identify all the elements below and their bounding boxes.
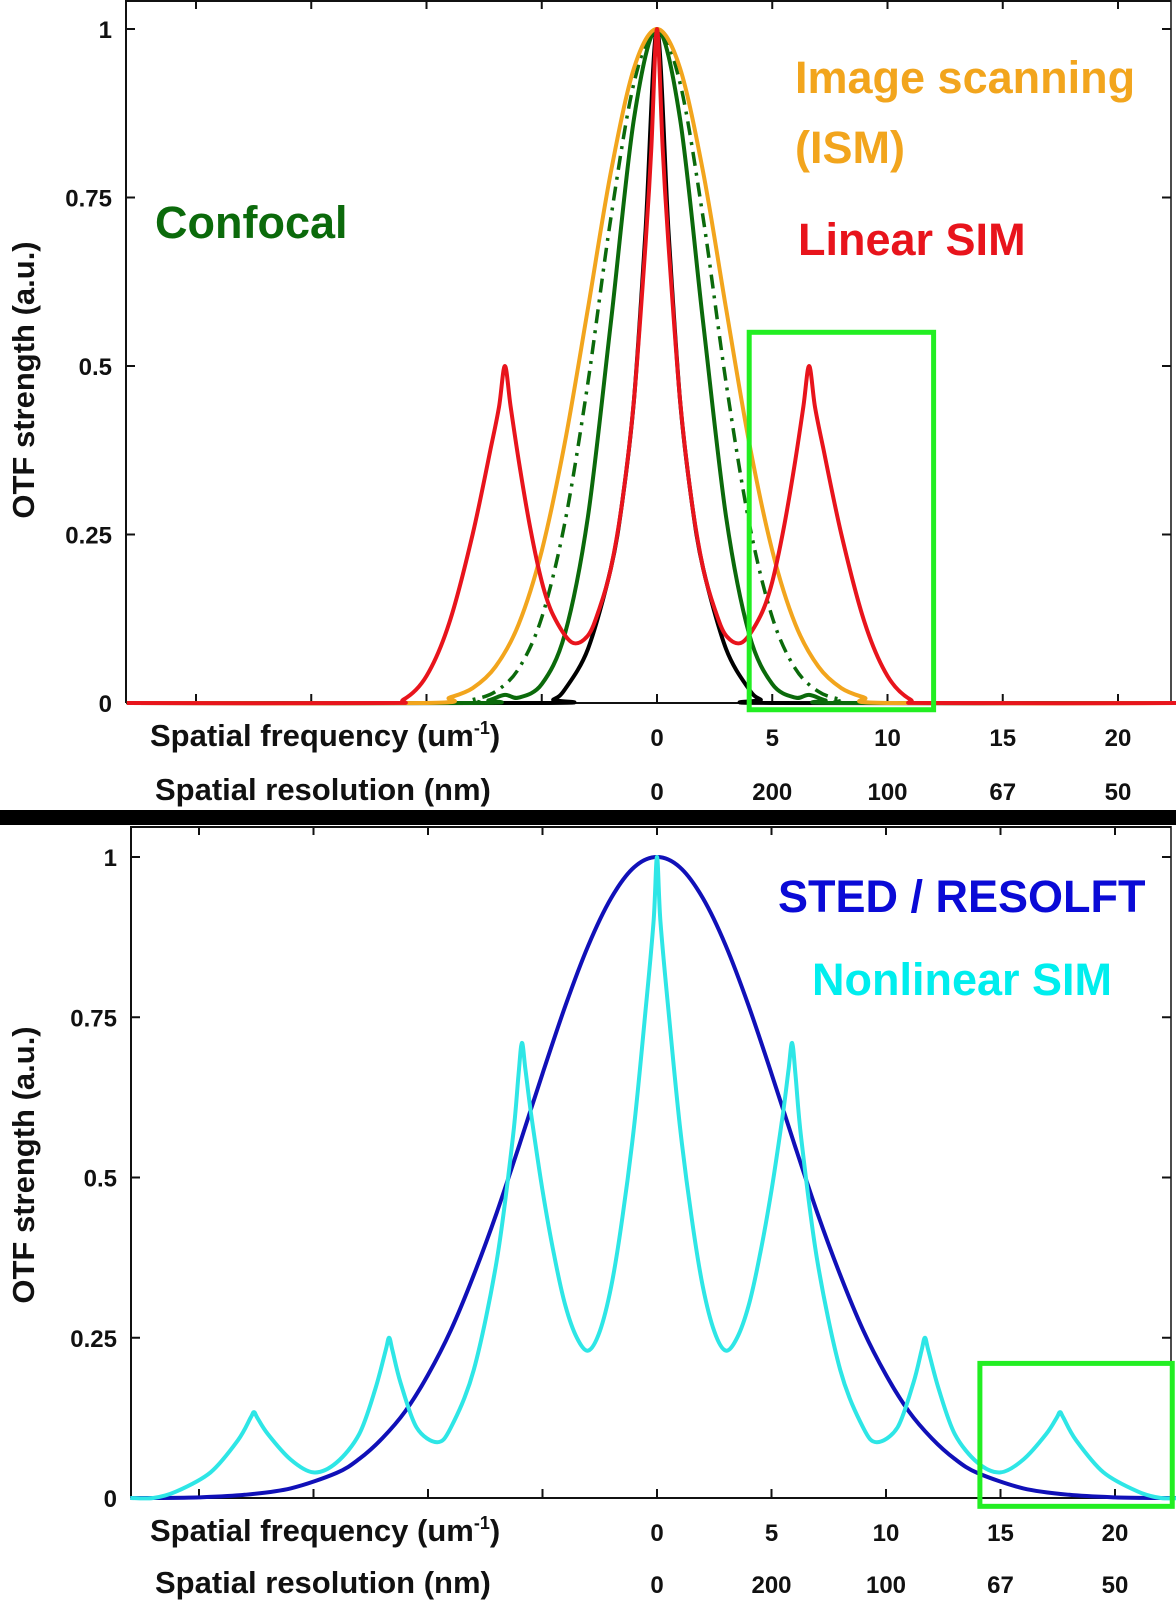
y-axis-title: OTF strength (a.u.) [6,1026,41,1303]
y-tick-label: 1 [104,845,117,872]
resolution-tick-label: 0 [650,1572,663,1599]
x-axis-title-frequency: Spatial frequency (um-1) [150,718,500,753]
y-tick-label: 0.5 [84,1166,117,1193]
resolution-tick-label: 50 [1102,1572,1129,1599]
y-tick-label: 1 [99,17,112,44]
x-tick-label: 5 [766,725,779,752]
x-tick-label: 5 [765,1520,778,1547]
resolution-tick-label: 67 [987,1572,1014,1599]
x-axis-title-frequency: Spatial frequency (um-1) [150,1513,500,1548]
x-tick-label: 15 [989,725,1016,752]
y-axis-title: OTF strength (a.u.) [6,241,41,518]
legend-label: Image scanning [795,52,1135,103]
legend-label: STED / RESOLFT [778,871,1146,922]
x-axis-title-superscript: -1 [474,1513,490,1533]
series-line-nonlinear-sim [130,855,1176,1501]
resolution-tick-label: 100 [866,1572,906,1599]
legend-label: Nonlinear SIM [812,954,1112,1005]
legend-label: (ISM) [795,122,905,173]
x-axis-title-resolution: Spatial resolution (nm) [155,772,491,807]
x-axis-title-suffix: ) [490,718,500,753]
highlight-box [977,1360,1175,1509]
resolution-tick-label: 0 [650,779,663,806]
x-axis-title-resolution: Spatial resolution (nm) [155,1565,491,1600]
x-tick-label: 20 [1102,1520,1129,1547]
panel-divider [0,810,1176,825]
resolution-tick-label: 200 [751,1572,791,1599]
resolution-tick-label: 100 [867,779,907,806]
x-axis-title-text: Spatial frequency (um [150,718,474,753]
x-axis-title-suffix: ) [490,1513,500,1548]
y-tick-label: 0.75 [70,1005,117,1032]
x-tick-label: 10 [874,725,901,752]
resolution-tick-label: 50 [1105,779,1132,806]
x-axis-title-superscript: -1 [474,718,490,738]
y-tick-label: 0.5 [79,354,112,381]
x-axis-title-text: Spatial frequency (um [150,1513,474,1548]
y-tick-label: 0.25 [65,523,112,550]
resolution-tick-label: 67 [989,779,1016,806]
x-tick-label: 0 [650,1520,663,1547]
series-line-confocal-open-pinhole [126,27,1176,705]
legend-label: Linear SIM [798,214,1026,265]
x-tick-label: 10 [873,1520,900,1547]
x-tick-label: 0 [650,725,663,752]
y-tick-label: 0 [99,691,112,718]
y-tick-label: 0.25 [70,1326,117,1353]
series-line-linear-sim [126,27,1176,706]
highlight-box [746,329,937,713]
x-tick-label: 15 [987,1520,1014,1547]
legend-label: Confocal [155,197,348,248]
x-tick-label: 20 [1105,725,1132,752]
y-tick-label: 0 [104,1486,117,1513]
y-tick-label: 0.75 [65,186,112,213]
resolution-tick-label: 200 [752,779,792,806]
